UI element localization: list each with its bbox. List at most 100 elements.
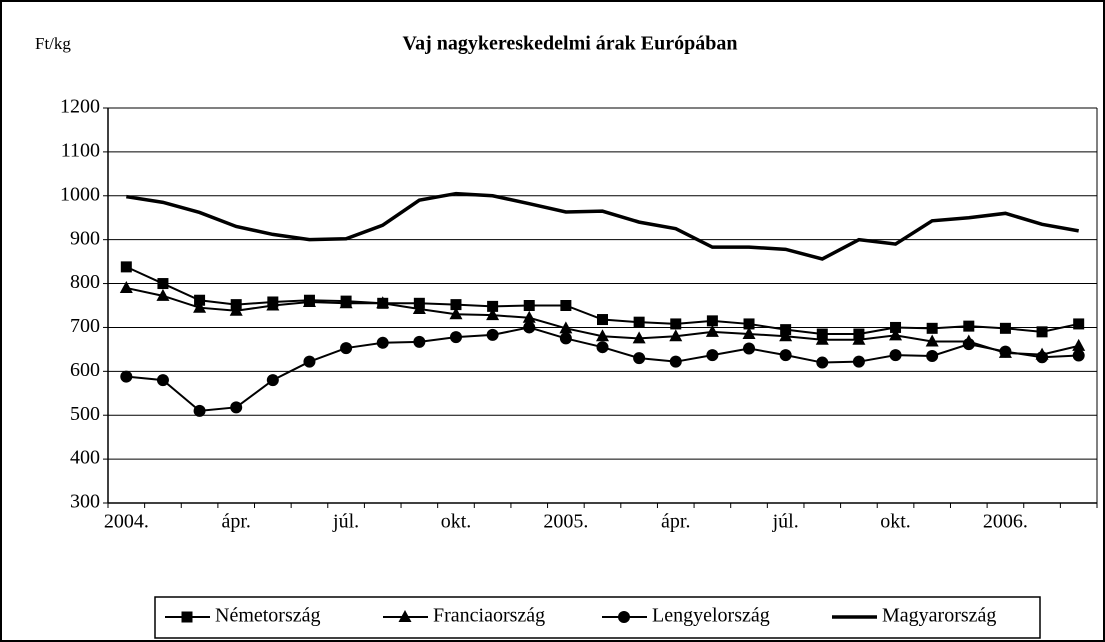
x-tick-label: okt. (441, 511, 472, 533)
data-point (926, 349, 939, 362)
data-point (743, 318, 755, 330)
series-line (126, 191, 1079, 261)
data-point (339, 296, 353, 309)
data-point (889, 349, 902, 362)
y-tick-label: 400 (70, 447, 100, 469)
data-point (303, 355, 316, 368)
legend-label: Lengyelország (652, 605, 770, 627)
data-point (193, 300, 207, 313)
x-tick-label: 2004. (104, 511, 149, 533)
legend-label: Németország (215, 605, 321, 627)
y-axis-label: Ft/kg (35, 34, 71, 53)
legend-marker (398, 610, 412, 622)
data-point (1073, 318, 1085, 330)
data-point (633, 316, 645, 328)
y-tick-label: 800 (70, 271, 100, 293)
data-point (925, 334, 939, 347)
data-point (633, 352, 646, 365)
data-point (523, 300, 535, 311)
data-point (194, 294, 206, 306)
data-point (266, 374, 279, 387)
data-point (779, 329, 793, 342)
data-point (963, 320, 975, 332)
data-point (889, 328, 903, 341)
data-point (669, 355, 682, 368)
x-tick-label: júl. (772, 511, 799, 533)
x-tick-label: 2006. (983, 511, 1028, 533)
data-point (376, 336, 389, 349)
data-point (743, 342, 756, 355)
data-point (705, 324, 719, 337)
data-point (193, 404, 206, 417)
legend-marker (181, 611, 193, 623)
y-tick-label: 600 (70, 359, 100, 381)
data-point (156, 288, 170, 301)
y-tick-label: 700 (70, 315, 100, 337)
x-tick-label: okt. (880, 511, 911, 533)
data-point (559, 332, 572, 345)
data-point (962, 338, 975, 351)
data-point (926, 322, 938, 334)
legend-label: Franciaország (433, 605, 545, 627)
y-tick-label: 1100 (61, 139, 100, 161)
data-point (632, 331, 646, 344)
x-tick-label: 2005. (543, 511, 588, 533)
data-point (999, 322, 1011, 334)
data-point (449, 307, 463, 320)
y-tick-label: 1000 (60, 183, 100, 205)
data-point (450, 299, 462, 311)
data-point (302, 294, 316, 307)
data-point (852, 332, 866, 345)
data-point (596, 329, 609, 342)
data-point (412, 302, 426, 315)
data-point (597, 314, 608, 326)
data-point (816, 356, 829, 369)
data-point (1072, 338, 1086, 351)
data-point (376, 296, 390, 309)
data-point (999, 345, 1012, 358)
data-point (1072, 349, 1085, 362)
data-point (779, 349, 792, 362)
data-point (1036, 326, 1048, 338)
x-tick-label: ápr. (221, 511, 250, 533)
y-tick-label: 900 (70, 227, 100, 249)
data-point (119, 280, 133, 293)
y-tick-label: 300 (70, 491, 100, 513)
data-point (560, 300, 572, 311)
data-point (230, 401, 243, 414)
data-point (486, 308, 500, 321)
data-point (487, 300, 499, 312)
x-tick-label: ápr. (661, 511, 690, 533)
data-point (120, 370, 133, 383)
data-point (596, 341, 609, 354)
data-point (559, 321, 573, 334)
data-point (157, 278, 169, 290)
data-point (670, 318, 682, 330)
data-point (156, 374, 169, 387)
data-point (523, 321, 536, 334)
data-point (486, 328, 499, 341)
chart-title: Vaj nagykereskedelmi árak Európában (402, 33, 737, 55)
data-point (120, 261, 132, 273)
legend-label: Magyarország (882, 605, 996, 627)
data-point (852, 355, 865, 368)
data-point (413, 335, 426, 348)
legend-box (154, 596, 1041, 639)
y-tick-label: 1200 (60, 96, 100, 118)
data-point (815, 332, 829, 345)
data-point (706, 349, 719, 362)
data-point (229, 303, 243, 316)
data-point (669, 329, 683, 342)
data-point (890, 321, 902, 333)
legend-marker (618, 611, 630, 623)
data-point (1036, 351, 1049, 364)
data-point (706, 315, 718, 327)
y-tick-label: 500 (70, 403, 100, 425)
data-point (742, 327, 756, 340)
data-point (449, 331, 462, 344)
data-point (266, 298, 280, 311)
data-point (340, 342, 353, 355)
data-point (522, 310, 536, 323)
